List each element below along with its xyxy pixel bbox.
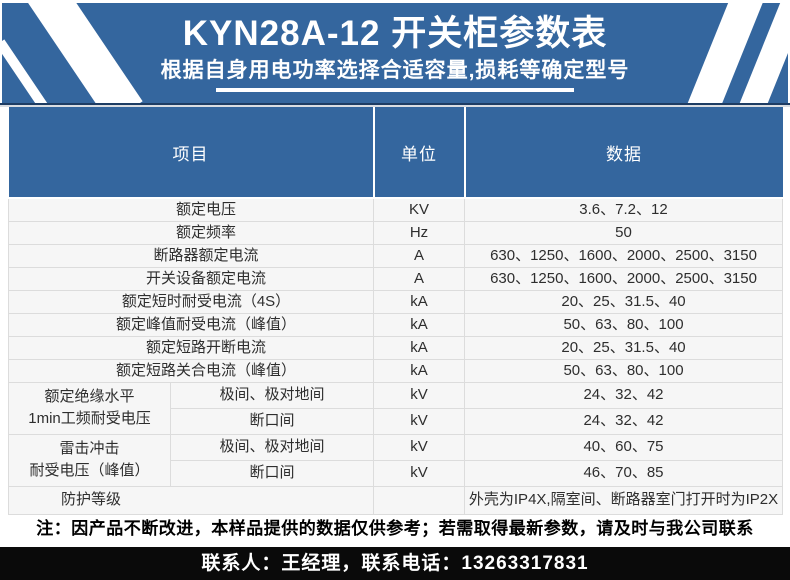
table-row: 额定短时耐受电流（4S） kA 20、25、31.5、40 (8, 289, 783, 314)
seam-light-line (0, 105, 790, 107)
contact-bar: 联系人：王经理，联系电话：13263317831 (0, 547, 790, 580)
data-cell: 630、1250、1600、2000、2500、3150 (464, 243, 783, 268)
spec-table-wrap: 项目 单位 数据 额定电压 KV 3.6、7.2、12 额定频率 Hz 50 断… (8, 107, 783, 515)
item-cell: 额定频率 (8, 220, 374, 245)
header-unit: 单位 (373, 107, 466, 199)
unit-cell: kV (373, 407, 465, 435)
data-cell: 20、25、31.5、40 (464, 335, 783, 360)
unit-cell: KV (373, 197, 465, 222)
header-item: 项目 (8, 107, 375, 199)
item-cell: 额定短时耐受电流（4S） (8, 289, 374, 314)
data-cell: 3.6、7.2、12 (464, 197, 783, 222)
data-cell: 46、70、85 (464, 459, 783, 487)
data-cell: 630、1250、1600、2000、2500、3150 (464, 266, 783, 291)
table-row-grouped: 断口间 kV 46、70、85 (9, 459, 783, 487)
table-row: 断路器额定电流 A 630、1250、1600、2000、2500、3150 (8, 243, 783, 268)
table-row: 额定频率 Hz 50 (8, 220, 783, 245)
data-cell: 24、32、42 (464, 407, 783, 435)
unit-cell: Hz (373, 220, 465, 245)
page-subtitle: 根据自身用电功率选择合适容量,损耗等确定型号 (160, 59, 630, 82)
subtitle-underline (216, 88, 574, 92)
unit-cell (373, 485, 465, 515)
table-row: 额定电压 KV 3.6、7.2、12 (8, 197, 783, 222)
group-label-line1: 额定绝缘水平 (44, 388, 135, 405)
data-cell: 40、60、75 (464, 433, 783, 461)
unit-cell: kA (373, 289, 465, 314)
page-title: KYN28A-12 开关柜参数表 (182, 14, 608, 53)
unit-cell: kA (373, 358, 465, 383)
data-cell: 外壳为IP4X,隔室间、断路器室门打开时为IP2X (464, 485, 783, 515)
table-row-grouped: 额定绝缘水平 1min工频耐受电压 极间、极对地间 kV 24、32、42 (8, 381, 783, 435)
unit-cell: kA (373, 335, 465, 360)
table-row: 额定峰值耐受电流（峰值） kA 50、63、80、100 (8, 312, 783, 337)
scope-cell: 极间、极对地间 (170, 433, 374, 461)
data-cell: 50、63、80、100 (464, 358, 783, 383)
unit-cell: A (373, 243, 465, 268)
item-cell: 额定峰值耐受电流（峰值） (8, 312, 374, 337)
unit-cell: A (373, 266, 465, 291)
data-cell: 50 (464, 220, 783, 245)
unit-cell: kV (373, 433, 465, 461)
item-cell: 开关设备额定电流 (8, 266, 374, 291)
table-row: 额定短路开断电流 kA 20、25、31.5、40 (8, 335, 783, 360)
group-label-cell: 额定绝缘水平 1min工频耐受电压 (8, 381, 171, 435)
disclaimer-note: 注：因产品不断改进，本样品提供的数据仅供参考；若需取得最新参数，请及时与我公司联… (36, 519, 754, 538)
header-data: 数据 (464, 107, 783, 199)
item-cell: 额定短路关合电流（峰值） (8, 358, 374, 383)
group-label-line2: 1min工频耐受电压 (28, 410, 151, 427)
data-cell: 24、32、42 (464, 381, 783, 409)
scope-cell: 极间、极对地间 (170, 381, 374, 409)
data-cell: 50、63、80、100 (464, 312, 783, 337)
unit-cell: kA (373, 312, 465, 337)
data-cell: 20、25、31.5、40 (464, 289, 783, 314)
unit-cell: kV (373, 459, 465, 487)
seam-navy-line (0, 103, 790, 105)
table-row: 额定短路关合电流（峰值） kA 50、63、80、100 (8, 358, 783, 383)
table-row-grouped: 断口间 kV 24、32、42 (9, 407, 783, 435)
scope-cell: 断口间 (170, 407, 374, 435)
scope-cell: 断口间 (170, 459, 374, 487)
unit-cell: kV (373, 381, 465, 409)
hero-banner: KYN28A-12 开关柜参数表 根据自身用电功率选择合适容量,损耗等确定型号 (2, 3, 788, 103)
table-row-grouped: 雷击冲击 耐受电压（峰值） 极间、极对地间 kV 40、60、75 (8, 433, 783, 487)
item-cell: 断路器额定电流 (8, 243, 374, 268)
group-label-cell: 雷击冲击 耐受电压（峰值） (8, 433, 171, 487)
table-row: 开关设备额定电流 A 630、1250、1600、2000、2500、3150 (8, 266, 783, 291)
table-header-row: 项目 单位 数据 (8, 107, 783, 199)
item-cell: 额定短路开断电流 (8, 335, 374, 360)
item-cell: 防护等级 (8, 485, 374, 515)
table-row: 防护等级 外壳为IP4X,隔室间、断路器室门打开时为IP2X (8, 485, 783, 515)
spec-table: 项目 单位 数据 额定电压 KV 3.6、7.2、12 额定频率 Hz 50 断… (8, 107, 783, 515)
group-label-line1: 雷击冲击 (59, 440, 120, 457)
item-cell: 额定电压 (8, 197, 374, 222)
group-label-line2: 耐受电压（峰值） (29, 462, 150, 479)
